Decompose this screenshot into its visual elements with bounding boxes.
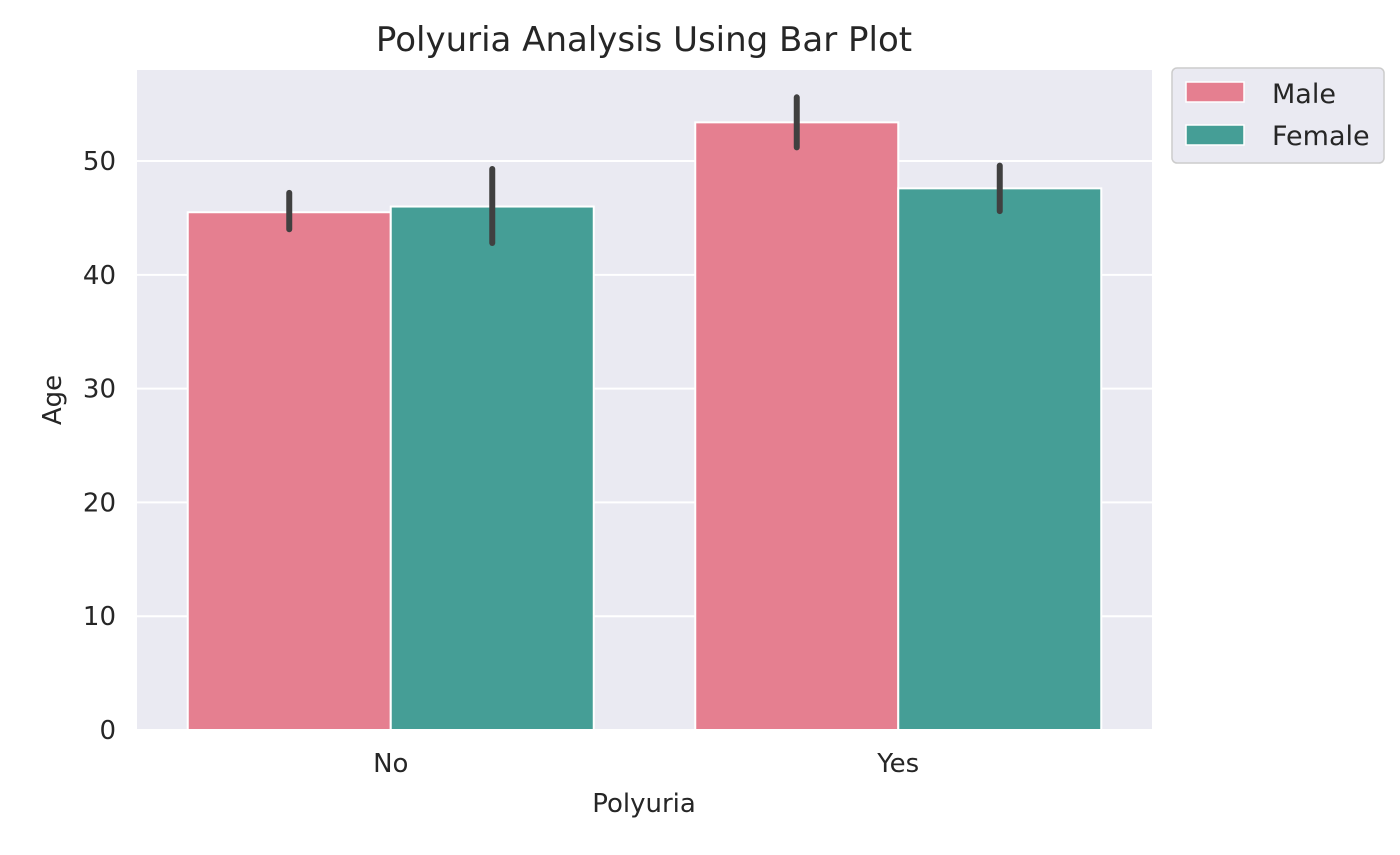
legend-swatch-female <box>1185 124 1245 146</box>
x-tick-label: Yes <box>876 749 919 779</box>
legend-label-female: Female <box>1272 121 1370 152</box>
y-tick-label: 20 <box>83 488 116 518</box>
y-tick-label: 10 <box>83 602 116 632</box>
y-tick-label: 30 <box>83 375 116 405</box>
y-axis-label: Age <box>38 375 68 425</box>
y-tick-label: 40 <box>83 261 116 291</box>
legend-swatch-male <box>1185 81 1245 103</box>
legend-label-male: Male <box>1272 79 1336 110</box>
x-axis-label: Polyuria <box>592 789 696 819</box>
bar-male-no <box>186 211 392 731</box>
x-tick-label: No <box>373 749 408 779</box>
x-tick-labels: No Yes <box>373 749 919 779</box>
y-tick-labels: 0 10 20 30 40 50 <box>83 147 116 746</box>
bars <box>186 121 1103 732</box>
chart-title: Polyuria Analysis Using Bar Plot <box>376 20 912 60</box>
y-tick-label: 0 <box>99 716 116 746</box>
error-bars <box>286 94 1003 246</box>
legend: Male Female <box>1171 67 1385 164</box>
bar-male-yes <box>694 121 900 731</box>
bar-female-yes <box>897 187 1103 731</box>
y-tick-label: 50 <box>83 147 116 177</box>
bar-female-no <box>389 205 595 732</box>
